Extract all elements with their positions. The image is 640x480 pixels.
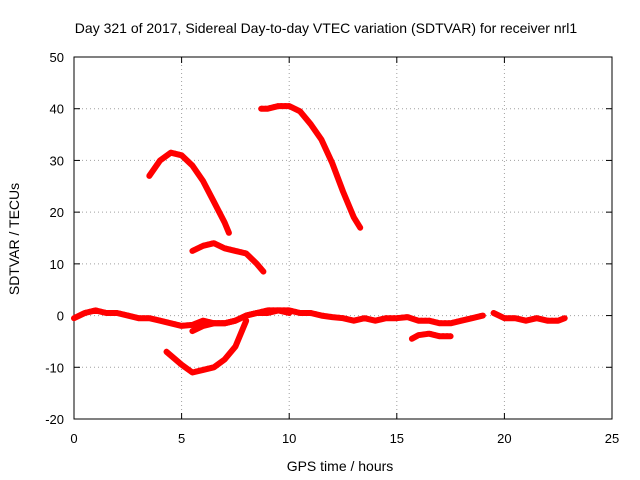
x-tick-label: 10 — [282, 431, 296, 446]
y-tick-label: 20 — [50, 205, 64, 220]
series-arc-rise-3-7 — [146, 149, 232, 236]
x-tick-label: 5 — [178, 431, 185, 446]
series-arc-main-baseline-jitter — [73, 307, 484, 325]
series-arc-negative-dip-jitter — [165, 317, 248, 372]
series-layer — [71, 103, 568, 376]
series-arc-rise-3-7-jitter — [148, 149, 230, 232]
y-tick-label: -20 — [45, 412, 64, 427]
series-arc-mid-12-jitter — [191, 240, 265, 271]
y-tick-label: 30 — [50, 153, 64, 168]
ticks-layer: 0 5 10 15 20 25 -20 -10 0 10 20 30 40 50 — [45, 50, 619, 446]
series-arc-mid-12 — [189, 240, 267, 275]
series-arc-peak-10-jitter — [260, 103, 362, 227]
series-arc-peak-10 — [258, 103, 364, 231]
y-tick-label: -10 — [45, 360, 64, 375]
x-tick-label: 0 — [70, 431, 77, 446]
series-arc-small-dip-jitter — [410, 330, 452, 338]
series-arc-low-connector-jitter — [191, 307, 291, 331]
x-axis-label: GPS time / hours — [287, 458, 394, 474]
series-arc-late-baseline-jitter — [492, 310, 566, 320]
y-tick-label: 40 — [50, 102, 64, 117]
plot-frame — [73, 56, 613, 420]
series-arc-negative-dip — [163, 317, 250, 376]
x-tick-label: 20 — [497, 431, 511, 446]
y-tick-label: 0 — [57, 309, 64, 324]
y-axis-label: SDTVAR / TECUs — [6, 183, 22, 295]
series-arc-late-baseline — [490, 310, 568, 324]
grid-layer — [74, 57, 612, 419]
x-tick-label: 15 — [390, 431, 404, 446]
series-arc-low-connector — [189, 307, 293, 335]
y-tick-label: 10 — [50, 257, 64, 272]
y-tick-label: 50 — [50, 50, 64, 65]
x-tick-label: 25 — [605, 431, 619, 446]
series-arc-small-dip — [408, 330, 454, 342]
chart-title: Day 321 of 2017, Sidereal Day-to-day VTE… — [75, 20, 578, 36]
